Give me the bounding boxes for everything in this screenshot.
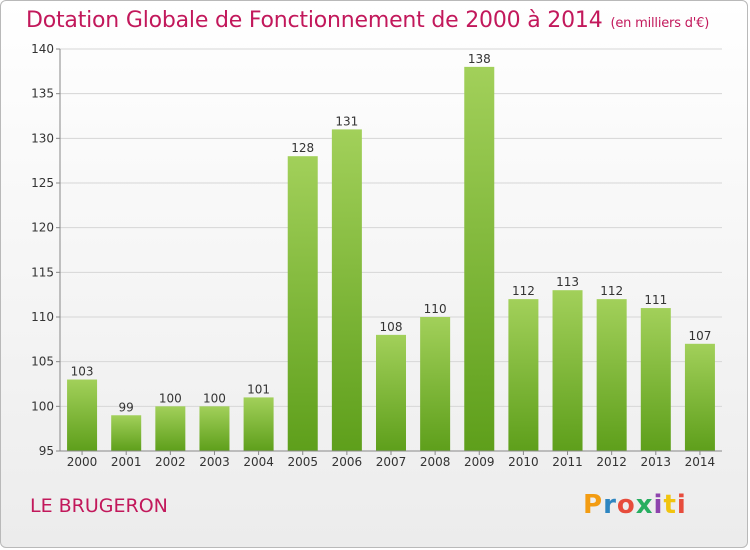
x-tick-label: 2010 xyxy=(508,455,539,469)
logo-letter: i xyxy=(653,490,664,520)
data-label: 100 xyxy=(159,391,182,405)
bar xyxy=(199,406,230,451)
chart-title: Dotation Globale de Fonctionnement de 20… xyxy=(26,8,709,33)
y-tick-label: 135 xyxy=(31,87,54,101)
bar xyxy=(331,129,362,451)
x-tick-label: 2002 xyxy=(155,455,186,469)
data-label: 131 xyxy=(335,114,358,128)
bar xyxy=(67,379,98,451)
data-label: 107 xyxy=(688,329,711,343)
y-tick-label: 110 xyxy=(31,310,54,324)
data-label: 101 xyxy=(247,382,270,396)
x-tick-label: 2011 xyxy=(552,455,583,469)
logo-letter: t xyxy=(663,490,677,520)
logo-letter: r xyxy=(603,490,617,520)
x-tick-label: 2007 xyxy=(376,455,407,469)
y-tick-label: 140 xyxy=(31,42,54,56)
logo-letter: o xyxy=(616,490,636,520)
data-label: 111 xyxy=(644,293,667,307)
data-label: 110 xyxy=(424,302,447,316)
x-tick-label: 2004 xyxy=(243,455,274,469)
x-tick-label: 2006 xyxy=(332,455,363,469)
bar xyxy=(376,334,406,451)
data-label: 112 xyxy=(512,284,535,298)
axes: 95 100 105 110 115 120 125 130 135 140 2000 2001 200… xyxy=(31,42,722,469)
x-tick-label: 2009 xyxy=(464,455,495,469)
x-tick-label: 2013 xyxy=(641,455,672,469)
x-tick-label: 2014 xyxy=(685,455,716,469)
title-unit: (en milliers d'€) xyxy=(610,16,710,31)
bar xyxy=(155,406,186,451)
bar xyxy=(596,299,627,451)
bars: 103 99 100 100 101 128 131 108 110 138 112 113 112 11… xyxy=(67,52,715,451)
data-label: 108 xyxy=(380,320,403,334)
bar xyxy=(684,343,715,451)
bar xyxy=(420,317,451,451)
bar xyxy=(243,397,274,451)
bar xyxy=(464,66,495,451)
logo-letter: i xyxy=(676,490,687,520)
x-tick-label: 2012 xyxy=(596,455,627,469)
bar xyxy=(552,290,583,451)
y-tick-label: 115 xyxy=(31,265,54,279)
logo-letter: x xyxy=(635,490,654,520)
y-tick-label: 120 xyxy=(31,221,54,235)
y-tick-label: 130 xyxy=(31,131,54,145)
bar xyxy=(508,299,539,451)
y-tick-label: 100 xyxy=(31,399,54,413)
bar xyxy=(111,415,142,451)
data-label: 138 xyxy=(468,52,491,66)
proxiti-logo: Proxiti xyxy=(583,490,687,520)
x-tick-label: 2008 xyxy=(420,455,451,469)
data-label: 100 xyxy=(203,391,226,405)
data-label: 128 xyxy=(291,141,314,155)
y-tick-label: 105 xyxy=(31,355,54,369)
x-tick-label: 2005 xyxy=(287,455,318,469)
bar xyxy=(287,156,318,451)
y-tick-label: 95 xyxy=(39,444,54,458)
data-label: 113 xyxy=(556,275,579,289)
x-tick-label: 2000 xyxy=(67,455,98,469)
bar xyxy=(640,308,671,451)
x-tick-label: 2001 xyxy=(111,455,142,469)
x-tick-label: 2003 xyxy=(199,455,230,469)
place-name: LE BRUGERON xyxy=(30,495,168,517)
y-tick-label: 125 xyxy=(31,176,54,190)
data-label: 112 xyxy=(600,284,623,298)
data-label: 99 xyxy=(119,400,134,414)
title-text: Dotation Globale de Fonctionnement de 20… xyxy=(26,8,603,33)
data-label: 103 xyxy=(71,365,94,379)
logo-letter: P xyxy=(583,490,604,520)
